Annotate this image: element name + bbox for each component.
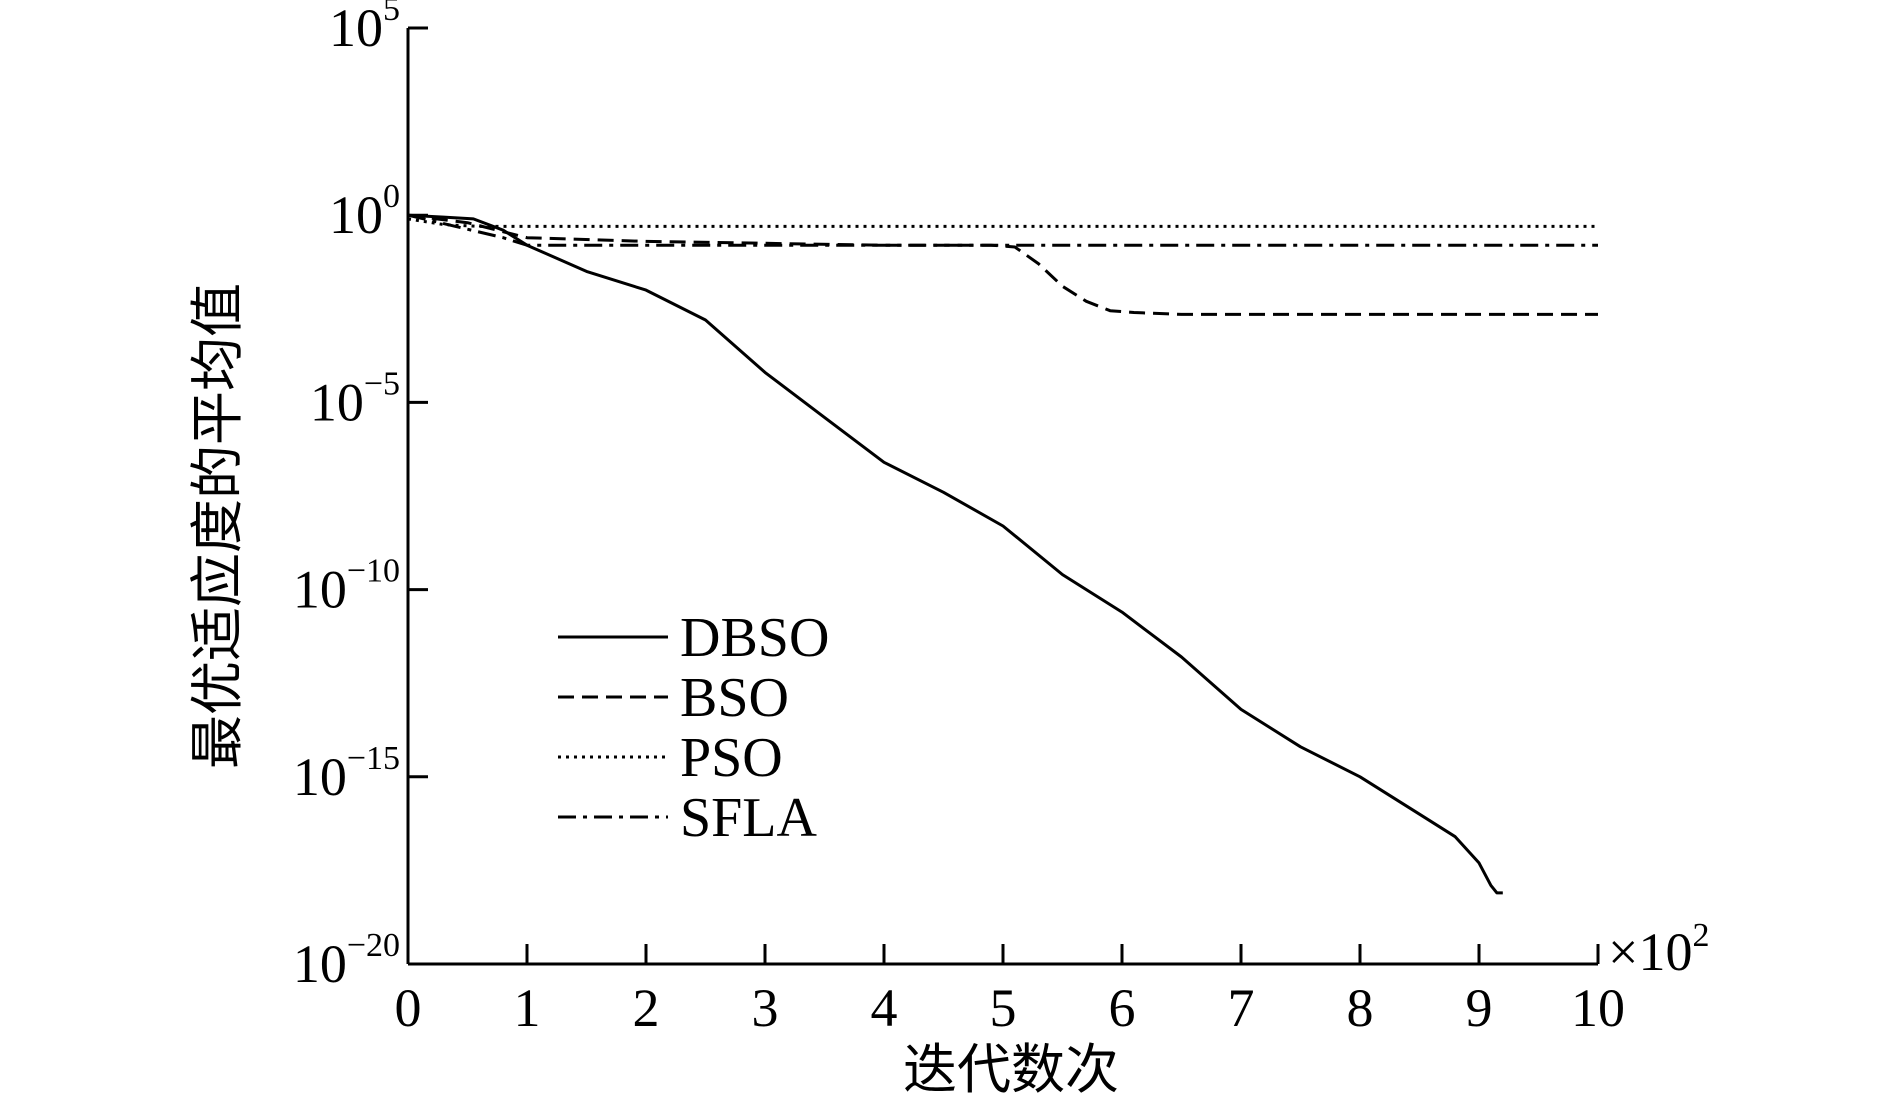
- legend-label-dbso: DBSO: [680, 607, 829, 669]
- legend-label-pso: PSO: [680, 727, 783, 789]
- series-line-bso: [407, 213, 1598, 316]
- legend-label-sfla: SFLA: [680, 787, 817, 849]
- x-tick-label: 1: [514, 978, 541, 1038]
- y-tick-label: 10−10: [293, 553, 400, 620]
- series-line-pso: [407, 217, 1598, 228]
- x-axis-label: 迭代数次: [903, 1040, 1119, 1100]
- y-tick-label: 105: [329, 0, 400, 58]
- y-tick-label: 10−15: [293, 740, 400, 807]
- x-tick-label: 3: [752, 978, 779, 1038]
- x-tick-label: 8: [1347, 978, 1374, 1038]
- y-axis-label: 最优适应度的平均值: [188, 283, 248, 769]
- x-tick-label: 6: [1109, 978, 1136, 1038]
- x-tick-label: 2: [633, 978, 660, 1038]
- data-series: [407, 213, 1598, 895]
- x-tick-label: 5: [990, 978, 1017, 1038]
- plot-axes: [406, 28, 1598, 966]
- axis-ticks: 0 1 2 3 4 5 6 7 8 9 10×102 105 100 10−5 10−10 10−15 10−2…: [293, 0, 1710, 1038]
- y-tick-label: 10−20: [293, 927, 400, 994]
- x-tick-label: 7: [1228, 978, 1255, 1038]
- series-line-sfla: [407, 213, 1598, 247]
- x-multiplier-label: ×102: [1608, 917, 1709, 982]
- y-tick-label: 100: [329, 178, 400, 245]
- x-tick-label: 9: [1466, 978, 1493, 1038]
- series-line-dbso: [407, 213, 1503, 895]
- x-tick-label: 4: [871, 978, 898, 1038]
- legend-label-bso: BSO: [680, 667, 789, 729]
- y-tick-label: 10−5: [310, 365, 400, 432]
- x-tick-label: 10: [1571, 978, 1625, 1038]
- x-tick-label: 0: [395, 978, 422, 1038]
